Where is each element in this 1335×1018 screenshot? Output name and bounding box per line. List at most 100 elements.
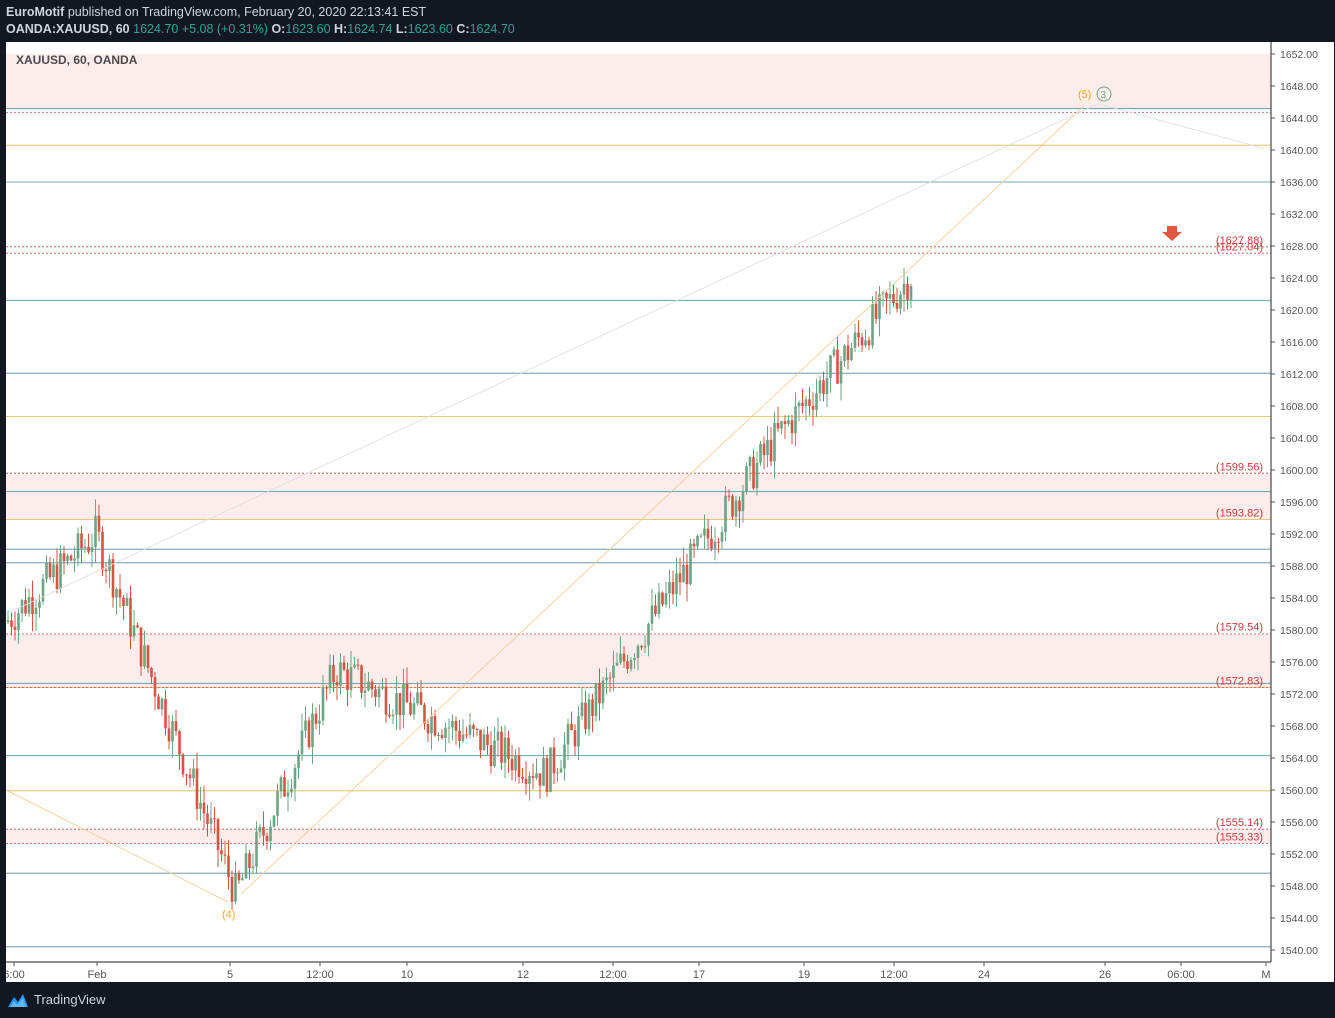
y-tick-label: 1616.00 xyxy=(1280,337,1318,349)
candle-down xyxy=(374,689,377,698)
candle-down xyxy=(622,653,626,662)
candle-up xyxy=(444,727,447,738)
candle-down xyxy=(531,775,535,778)
candle-up xyxy=(395,693,398,715)
y-tick-label: 1612.00 xyxy=(1280,369,1318,381)
candle-down xyxy=(97,515,101,532)
candle-up xyxy=(787,420,790,425)
candle-down xyxy=(874,303,878,319)
candle-down xyxy=(465,734,468,736)
candle-down xyxy=(727,495,731,497)
candle-down xyxy=(409,702,412,715)
candle-down xyxy=(325,687,328,689)
candle-down xyxy=(136,625,139,628)
candle-up xyxy=(797,402,801,407)
candle-up xyxy=(843,345,846,362)
candle-down xyxy=(584,702,587,730)
candle-down xyxy=(230,876,234,902)
price-chart[interactable]: (5) 3 (4) (1627.88)(1627.04) (1599.56) (1593.… xyxy=(6,42,1334,982)
candle-down xyxy=(738,500,741,512)
price-label: (1555.14) xyxy=(1216,817,1263,829)
x-tick-label: 17 xyxy=(693,969,705,981)
candle-up xyxy=(143,645,146,667)
chart-legend: XAUUSD, 60, OANDA xyxy=(16,53,138,67)
candle-up xyxy=(255,831,258,867)
candle-down xyxy=(801,402,804,406)
candle-up xyxy=(549,747,552,792)
x-tick-label: 12 xyxy=(517,969,529,981)
candle-down xyxy=(10,620,13,627)
candle-up xyxy=(209,818,213,825)
candle-up xyxy=(272,815,276,827)
candle-up xyxy=(559,768,563,773)
candle-up xyxy=(447,727,451,729)
candle-down xyxy=(507,737,510,759)
candle-down xyxy=(101,531,104,570)
candle-up xyxy=(234,873,237,902)
candle-up xyxy=(269,826,272,842)
candle-up xyxy=(741,491,745,512)
candle-up xyxy=(304,720,307,731)
candle-up xyxy=(587,699,591,730)
y-tick-label: 1552.00 xyxy=(1280,849,1318,861)
candle-up xyxy=(83,546,87,549)
candle-down xyxy=(122,597,125,606)
candle-down xyxy=(384,686,388,715)
chart-header: EuroMotif published on TradingView.com, … xyxy=(0,0,1335,42)
chart-area[interactable]: (5) 3 (4) (1627.88) (1627.04) (1599.56) (1593.… xyxy=(6,42,1334,982)
candle-up xyxy=(171,721,174,742)
candle-up xyxy=(318,720,321,724)
candle-up xyxy=(902,283,906,295)
candle-down xyxy=(857,332,860,338)
candle-down xyxy=(867,340,871,346)
x-tick-label: 10 xyxy=(401,969,413,981)
x-tick-label: 06:00 xyxy=(1167,969,1195,981)
candle-up xyxy=(689,543,692,585)
candle-down xyxy=(423,704,426,725)
candle-up xyxy=(412,703,416,715)
candle-down xyxy=(370,681,374,690)
candle-down xyxy=(458,730,461,741)
candle-down xyxy=(24,600,27,614)
candle-down xyxy=(80,533,83,549)
candle-up xyxy=(349,667,353,691)
x-tick-label: 12:00 xyxy=(880,969,908,981)
candle-up xyxy=(73,558,76,561)
candle-up xyxy=(755,462,759,489)
x-tick-label: 12:00 xyxy=(306,969,334,981)
candle-down xyxy=(419,692,423,705)
candle-down xyxy=(174,721,178,732)
candle-down xyxy=(223,854,227,856)
candle-up xyxy=(416,692,419,704)
y-tick-label: 1620.00 xyxy=(1280,305,1318,317)
candle-down xyxy=(213,818,216,820)
candle-up xyxy=(580,702,584,717)
candle-up xyxy=(108,559,111,572)
candle-up xyxy=(615,662,619,666)
candle-down xyxy=(661,592,664,605)
candle-up xyxy=(703,528,706,536)
candle-down xyxy=(685,564,689,585)
author-name[interactable]: EuroMotif xyxy=(6,5,65,19)
candle-down xyxy=(472,725,475,729)
candle-up xyxy=(542,758,545,786)
candle-up xyxy=(125,597,129,606)
candle-up xyxy=(605,677,608,681)
candle-down xyxy=(626,661,629,669)
candle-down xyxy=(118,589,122,598)
candle-up xyxy=(34,607,38,615)
x-tick-label: 12:00 xyxy=(599,969,627,981)
tradingview-logo-icon[interactable] xyxy=(6,991,30,1009)
candle-up xyxy=(748,457,752,467)
candle-down xyxy=(545,758,549,792)
price-label: (1599.56) xyxy=(1216,462,1263,474)
tradingview-brand[interactable]: TradingView xyxy=(34,992,106,1007)
candle-down xyxy=(598,682,601,704)
last-price: 1624.70 xyxy=(133,22,179,36)
candle-up xyxy=(850,347,853,361)
y-tick-label: 1648.00 xyxy=(1280,81,1318,93)
candle-up xyxy=(909,286,913,300)
candle-down xyxy=(591,699,594,717)
candle-down xyxy=(346,669,349,691)
candle-down xyxy=(654,605,657,614)
